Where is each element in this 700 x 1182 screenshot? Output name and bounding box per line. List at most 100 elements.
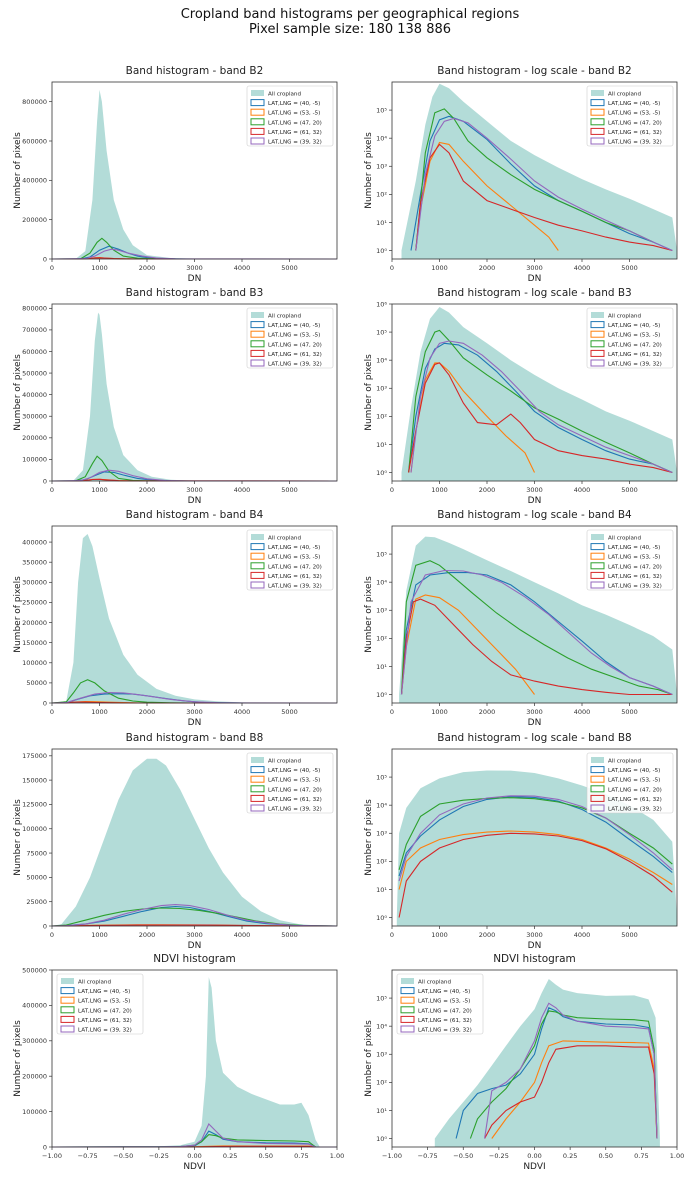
legend-swatch-1 — [250, 766, 265, 774]
x-tick-label: 4000 — [234, 708, 251, 716]
legend-label: All cropland — [268, 759, 301, 765]
x-tick-label: 2000 — [139, 708, 156, 716]
legend-label: LAT,LNG = (39, 32) — [268, 140, 322, 146]
y-tick-label: 0 — [43, 477, 47, 485]
y-axis-label: Number of pixels — [364, 799, 374, 876]
y-tick-label: 10⁵ — [376, 994, 387, 1002]
y-tick-label: 125000 — [22, 801, 47, 809]
series-line-3 — [51, 907, 338, 927]
chart-title: Band histogram - log scale - band B4 — [437, 509, 632, 521]
y-tick-label: 10⁵ — [376, 550, 387, 558]
y-tick-label: 10⁰ — [376, 1135, 387, 1143]
legend-label: LAT,LNG = (40, -5) — [418, 989, 470, 995]
legend-label: LAT,LNG = (40, -5) — [268, 768, 320, 774]
legend-swatch-3 — [590, 340, 605, 348]
y-tick-label: 300000 — [22, 579, 47, 587]
chart-legend: All cropland LAT,LNG = (40, -5) LAT,LNG = … — [586, 85, 674, 147]
figure-title: Cropland band histograms per geographica… — [180, 7, 520, 22]
y-tick-label: 100000 — [22, 1108, 47, 1116]
legend-swatch-3 — [250, 562, 265, 570]
chart-title: Band histogram - band B2 — [126, 65, 264, 77]
series-line-4 — [398, 832, 673, 918]
series-line-1 — [455, 1007, 658, 1139]
legend-label: All cropland — [608, 92, 641, 98]
legend-box — [246, 529, 334, 591]
legend-swatch-all-cropland — [591, 312, 604, 318]
chart-legend: All cropland LAT,LNG = (40, -5) LAT,LNG = … — [246, 307, 334, 369]
y-tick-label: 150000 — [22, 776, 47, 784]
x-tick-label: 3000 — [186, 486, 203, 494]
y-axis-label: Number of pixels — [364, 576, 374, 653]
all-cropland-area — [399, 536, 677, 703]
legend-label: All cropland — [268, 92, 301, 98]
legend-label: All cropland — [268, 314, 301, 320]
x-tick-label: 1000 — [431, 931, 448, 939]
x-tick-label: 1000 — [431, 708, 448, 716]
legend-swatch-5 — [250, 581, 265, 589]
x-tick-label: −0.50 — [453, 1152, 473, 1160]
legend-swatch-2 — [250, 552, 265, 560]
x-tick-label: 4000 — [234, 931, 251, 939]
legend-swatch-1 — [60, 987, 75, 995]
y-axis-label: Number of pixels — [13, 799, 23, 876]
chart-panel-5: Band histogram - band B4 0 1000 2000 3000 400… — [13, 509, 338, 728]
y-tick-label: 150000 — [22, 639, 47, 647]
x-tick-label: 0.50 — [599, 1152, 613, 1160]
series-line-4 — [484, 1045, 658, 1139]
legend-swatch-2 — [590, 108, 605, 116]
legend-swatch-4 — [250, 349, 265, 357]
legend-label: LAT,LNG = (39, 32) — [78, 1028, 132, 1034]
legend-box — [396, 973, 484, 1035]
x-tick-label: 1.00 — [670, 1152, 684, 1160]
legend-label: LAT,LNG = (47, 20) — [608, 564, 662, 570]
legend-label: LAT,LNG = (39, 32) — [608, 140, 662, 146]
series-line-5 — [398, 795, 673, 882]
x-tick-label: 0 — [50, 264, 54, 272]
chart-panel-7: Band histogram - band B8 0 1000 2000 3000 400… — [13, 732, 338, 951]
x-tick-label: 0 — [390, 708, 394, 716]
x-tick-label: 3000 — [186, 264, 203, 272]
legend-label: LAT,LNG = (40, -5) — [608, 768, 660, 774]
chart-panel-6: Band histogram - log scale - band B4 0 100… — [364, 509, 678, 728]
legend-label: LAT,LNG = (61, 32) — [608, 352, 662, 358]
legend-label: LAT,LNG = (53, -5) — [418, 999, 470, 1005]
legend-swatch-all-cropland — [61, 978, 74, 984]
legend-box — [246, 85, 334, 147]
legend-label: LAT,LNG = (61, 32) — [608, 797, 662, 803]
legend-swatch-3 — [250, 340, 265, 348]
legend-box — [586, 529, 674, 591]
y-axis-label: Number of pixels — [13, 1020, 23, 1097]
y-tick-label: 50000 — [26, 874, 47, 882]
x-tick-label: 4000 — [574, 486, 591, 494]
y-tick-label: 10³ — [376, 163, 387, 171]
y-tick-label: 100000 — [22, 659, 47, 667]
y-tick-label: 10² — [376, 635, 387, 643]
legend-box — [246, 307, 334, 369]
x-tick-label: 5000 — [621, 264, 638, 272]
legend-swatch-5 — [250, 804, 265, 812]
x-tick-label: 5000 — [281, 931, 298, 939]
y-tick-label: 100000 — [22, 456, 47, 464]
legend-swatch-2 — [250, 330, 265, 338]
chart-title: Band histogram - band B4 — [126, 509, 264, 521]
series-line-4 — [400, 598, 673, 696]
y-axis-label: Number of pixels — [364, 354, 374, 431]
y-tick-label: 10⁰ — [376, 914, 387, 922]
legend-label: LAT,LNG = (40, -5) — [78, 989, 130, 995]
x-tick-label: −0.75 — [418, 1152, 438, 1160]
x-tick-label: 3000 — [526, 264, 543, 272]
x-axis-label: NDVI — [523, 1162, 545, 1172]
chart-title: Band histogram - log scale - band B3 — [437, 287, 632, 299]
all-cropland-area — [52, 977, 337, 1147]
series-line-2 — [400, 594, 535, 695]
chart-panel-3: Band histogram - band B3 0 1000 2000 3000 400… — [13, 287, 338, 506]
legend-label: LAT,LNG = (47, 20) — [608, 787, 662, 793]
legend-swatch-1 — [590, 543, 605, 551]
legend-swatch-5 — [60, 1025, 75, 1033]
y-tick-label: 10⁵ — [376, 328, 387, 336]
legend-swatch-2 — [60, 996, 75, 1004]
legend-swatch-5 — [400, 1025, 415, 1033]
legend-label: LAT,LNG = (61, 32) — [418, 1018, 472, 1024]
x-tick-label: 5000 — [621, 486, 638, 494]
legend-label: LAT,LNG = (47, 20) — [268, 342, 322, 348]
